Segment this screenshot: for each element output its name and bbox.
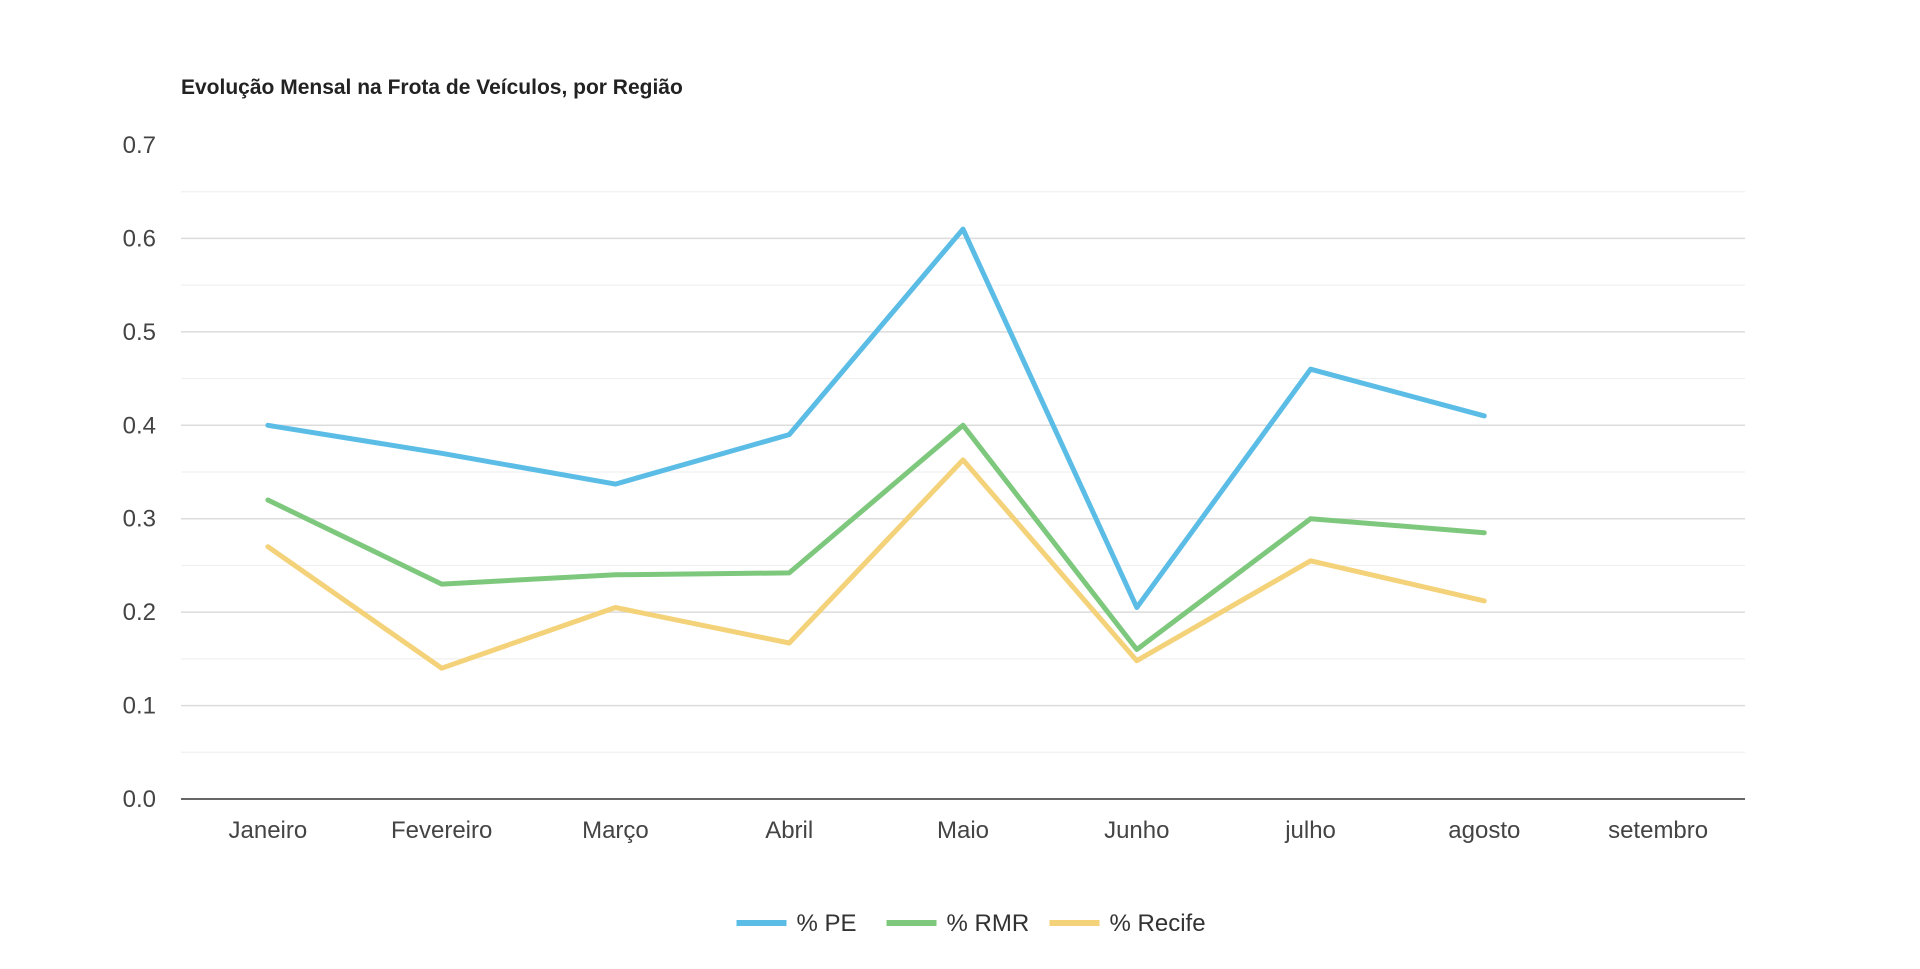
series-line — [265, 422, 1487, 652]
x-tick-label: Maio — [937, 817, 989, 844]
series-line — [265, 457, 1487, 671]
y-tick-label: 0.2 — [123, 599, 156, 626]
y-axis-ticks: 0.0 0.1 0.2 0.3 0.4 0.5 0.6 0.7 — [123, 132, 156, 813]
legend: % PE % RMR % Recife — [736, 910, 1206, 937]
chart-title: Evolução Mensal na Frota de Veículos, po… — [181, 76, 683, 99]
x-tick-label: Abril — [765, 817, 813, 844]
y-tick-label: 0.4 — [123, 412, 156, 439]
legend-label: % Recife — [1110, 910, 1206, 937]
y-tick-label: 0.0 — [123, 786, 156, 813]
x-tick-label: Fevereiro — [391, 817, 492, 844]
x-tick-label: Março — [582, 817, 649, 844]
series-lines — [265, 226, 1487, 671]
legend-label: % PE — [797, 910, 857, 937]
legend-label: % RMR — [947, 910, 1030, 937]
y-tick-label: 0.5 — [123, 319, 156, 346]
y-tick-label: 0.7 — [123, 132, 156, 159]
x-tick-label: julho — [1284, 817, 1336, 844]
grid-lines — [181, 191, 1745, 753]
y-tick-label: 0.1 — [123, 693, 156, 720]
x-tick-label: Junho — [1104, 817, 1169, 844]
series-line — [265, 226, 1487, 610]
x-tick-label: setembro — [1608, 817, 1708, 844]
y-tick-label: 0.6 — [123, 225, 156, 252]
y-tick-label: 0.3 — [123, 506, 156, 533]
x-axis-ticks: Janeiro Fevereiro Março Abril Maio Junho julho… — [229, 817, 1709, 844]
x-tick-label: agosto — [1448, 817, 1520, 844]
x-tick-label: Janeiro — [229, 817, 308, 844]
